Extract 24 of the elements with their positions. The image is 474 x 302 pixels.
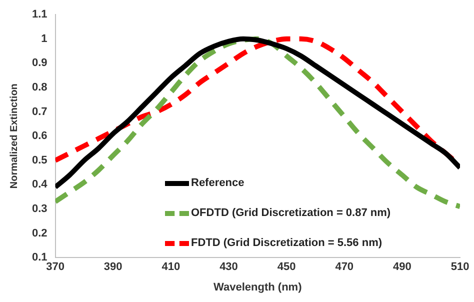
y-tick-label: 0.4 — [32, 178, 48, 191]
x-axis-title: Wavelength (nm) — [214, 281, 302, 294]
y-tick-label: 0.5 — [32, 154, 48, 166]
y-tick-label: 1.1 — [32, 8, 48, 21]
y-tick-label: 0.2 — [32, 227, 48, 240]
legend-label: FDTD (Grid Discretization = 5.56 nm) — [191, 237, 382, 249]
y-tick-label: 0.9 — [32, 57, 48, 70]
x-tick-label: 490 — [393, 261, 412, 274]
x-tick-label: 450 — [277, 261, 296, 274]
y-tick-label: 0.1 — [32, 252, 48, 264]
x-tick-label: 470 — [335, 261, 354, 274]
x-tick-label: 430 — [220, 261, 238, 274]
legend-label: OFDTD (Grid Discretization = 0.87 nm) — [191, 207, 391, 219]
y-tick-label: 0.3 — [32, 203, 48, 216]
y-tick-label: 0.7 — [32, 106, 48, 118]
y-tick-label: 1 — [41, 32, 48, 45]
x-tick-label: 410 — [162, 261, 180, 274]
y-tick-label: 0.6 — [32, 130, 48, 142]
legend-label: Reference — [191, 177, 244, 189]
y-tick-label: 0.8 — [32, 82, 48, 94]
y-axis-title: Normalized Extinction — [8, 84, 20, 189]
x-tick-label: 510 — [450, 261, 470, 274]
x-tick-label: 390 — [104, 261, 122, 274]
x-tick-label: 370 — [46, 261, 64, 274]
